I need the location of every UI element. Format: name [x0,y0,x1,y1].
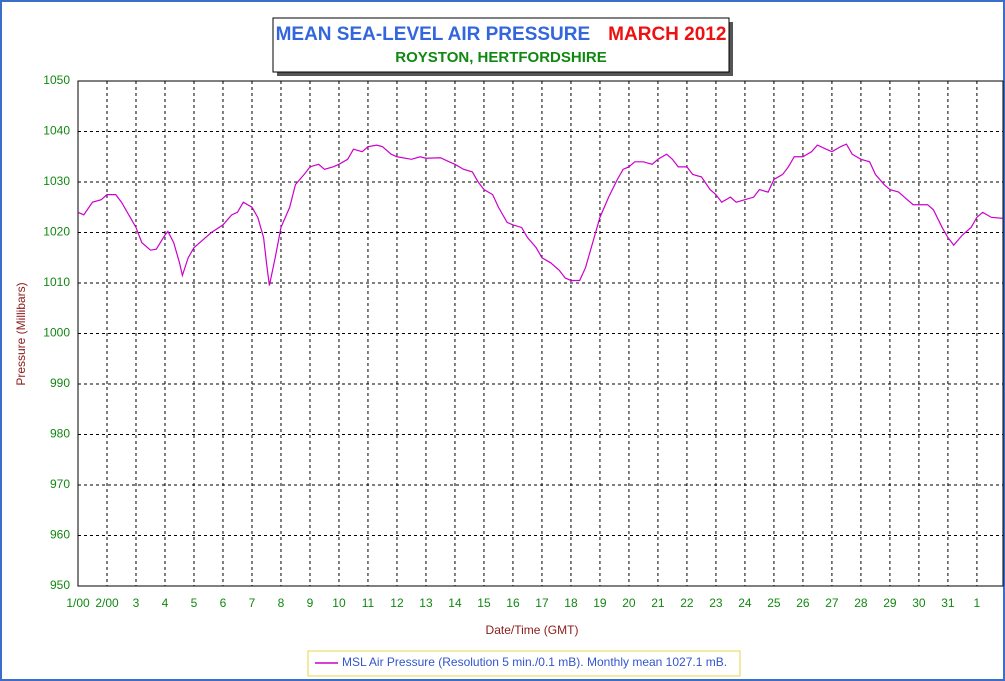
x-tick-label: 18 [564,596,578,610]
x-tick-label: 1 [974,596,981,610]
x-tick-label: 22 [680,596,694,610]
x-tick-label: 4 [162,596,169,610]
x-tick-label: 20 [622,596,636,610]
x-tick-label: 6 [220,596,227,610]
x-tick-label: 26 [796,596,810,610]
x-tick-label: 2/00 [95,596,119,610]
x-axis-label: Date/Time (GMT) [486,623,579,637]
x-tick-label: 27 [825,596,839,610]
x-tick-label: 30 [912,596,926,610]
x-tick-label: 5 [191,596,198,610]
x-tick-label: 8 [278,596,285,610]
y-tick-label: 960 [50,528,70,542]
x-tick-label: 24 [738,596,752,610]
y-tick-label: 950 [50,578,70,592]
x-tick-label: 17 [535,596,549,610]
x-tick-label: 12 [390,596,404,610]
x-tick-label: 9 [307,596,314,610]
title-main: MEAN SEA-LEVEL AIR PRESSURE [276,24,591,45]
x-tick-label: 16 [506,596,520,610]
plot-border [77,80,1004,587]
legend-label: MSL Air Pressure (Resolution 5 min./0.1 … [342,655,727,669]
y-tick-label: 1050 [43,73,70,87]
x-tick-label: 11 [362,596,375,610]
y-tick-label: 1040 [43,124,70,138]
subtitle: ROYSTON, HERTFORDSHIRE [395,49,606,66]
x-tick-label: 14 [448,596,462,610]
y-tick-label: 1000 [43,326,70,340]
x-tick-label: 28 [854,596,868,610]
x-tick-label: 10 [332,596,346,610]
legend-box [307,650,741,677]
x-tick-label: 23 [709,596,723,610]
x-tick-label: 19 [593,596,607,610]
y-tick-label: 970 [50,477,70,491]
title-month: MARCH 2012 [608,24,726,45]
title: MEAN SEA-LEVEL AIR PRESSURE MARCH 2012 [276,24,727,45]
y-tick-label: 990 [50,376,70,390]
y-tick-label: 1020 [43,225,70,239]
x-tick-label: 1/00 [66,596,90,610]
y-tick-label: 1010 [43,275,70,289]
x-tick-label: 29 [883,596,897,610]
y-tick-label: 980 [50,427,70,441]
title-box [272,17,730,73]
x-tick-label: 25 [767,596,781,610]
x-tick-label: 3 [133,596,140,610]
x-tick-label: 7 [249,596,256,610]
line-series [77,143,1004,286]
y-tick-label: 1030 [43,174,70,188]
x-tick-label: 21 [651,596,665,610]
x-tick-label: 15 [477,596,491,610]
x-tick-label: 31 [941,596,955,610]
y-axis-label: Pressure (Millibars) [14,282,28,385]
x-tick-label: 13 [419,596,433,610]
